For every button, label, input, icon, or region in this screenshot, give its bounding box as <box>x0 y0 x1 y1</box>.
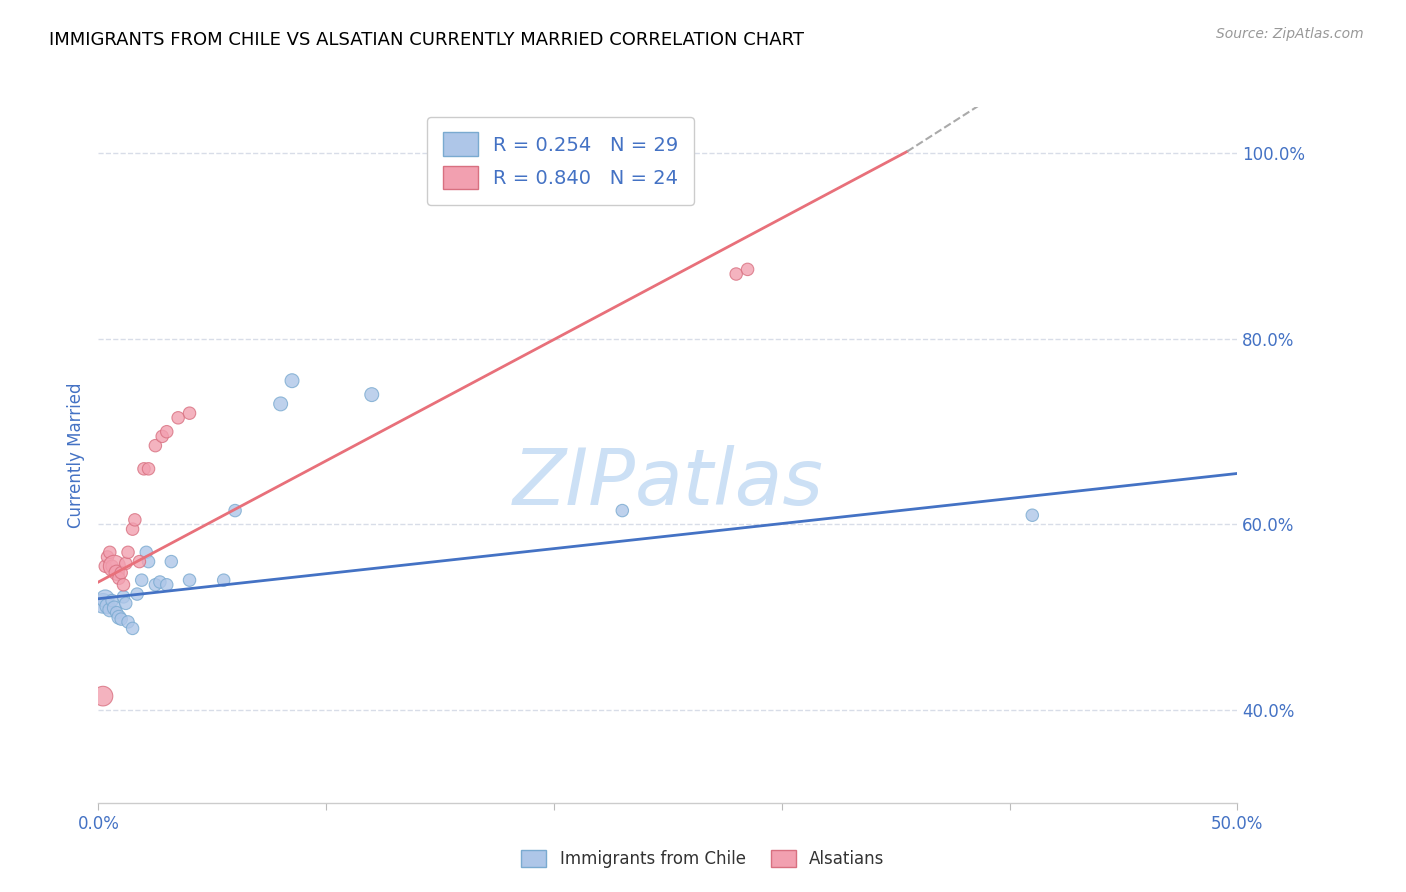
Legend: R = 0.254   N = 29, R = 0.840   N = 24: R = 0.254 N = 29, R = 0.840 N = 24 <box>427 117 695 205</box>
Point <box>91 689 114 703</box>
Point <box>612 503 634 517</box>
Point <box>145 439 167 453</box>
Point <box>112 578 135 592</box>
Point <box>124 513 146 527</box>
Point <box>224 503 246 517</box>
Point <box>156 425 179 439</box>
Point <box>96 599 118 614</box>
Text: IMMIGRANTS FROM CHILE VS ALSATIAN CURRENTLY MARRIED CORRELATION CHART: IMMIGRANTS FROM CHILE VS ALSATIAN CURREN… <box>49 31 804 49</box>
Point <box>114 557 136 571</box>
Point <box>105 566 128 580</box>
Point <box>114 596 136 610</box>
Point <box>108 610 131 624</box>
Point <box>360 387 382 401</box>
Point <box>156 578 179 592</box>
Y-axis label: Currently Married: Currently Married <box>66 382 84 528</box>
Legend: Immigrants from Chile, Alsatians: Immigrants from Chile, Alsatians <box>515 843 891 875</box>
Point <box>167 410 190 425</box>
Point <box>138 555 160 569</box>
Point <box>94 591 117 606</box>
Point <box>160 555 183 569</box>
Point <box>127 587 149 601</box>
Point <box>98 603 121 617</box>
Point <box>91 596 114 610</box>
Point <box>145 578 167 592</box>
Text: Source: ZipAtlas.com: Source: ZipAtlas.com <box>1216 27 1364 41</box>
Point <box>101 559 124 574</box>
Point <box>725 267 748 281</box>
Point <box>94 559 117 574</box>
Point <box>179 406 201 420</box>
Point <box>101 593 124 607</box>
Point <box>105 606 128 620</box>
Point <box>110 566 132 580</box>
Point <box>212 573 235 587</box>
Point <box>131 573 153 587</box>
Point <box>108 571 131 585</box>
Point <box>132 462 155 476</box>
Point <box>128 555 150 569</box>
Point <box>281 374 304 388</box>
Point <box>98 545 121 559</box>
Point <box>96 549 118 564</box>
Text: ZIPatlas: ZIPatlas <box>512 445 824 521</box>
Point <box>270 397 292 411</box>
Point <box>149 574 172 589</box>
Point <box>103 559 125 574</box>
Point <box>117 615 139 629</box>
Point <box>737 262 759 277</box>
Point <box>135 545 157 559</box>
Point <box>110 612 132 626</box>
Point <box>150 429 173 443</box>
Point <box>112 590 135 604</box>
Point <box>103 601 125 615</box>
Point <box>179 573 201 587</box>
Point <box>138 462 160 476</box>
Point <box>117 545 139 559</box>
Point <box>1021 508 1043 523</box>
Point <box>121 522 143 536</box>
Point <box>121 621 143 635</box>
